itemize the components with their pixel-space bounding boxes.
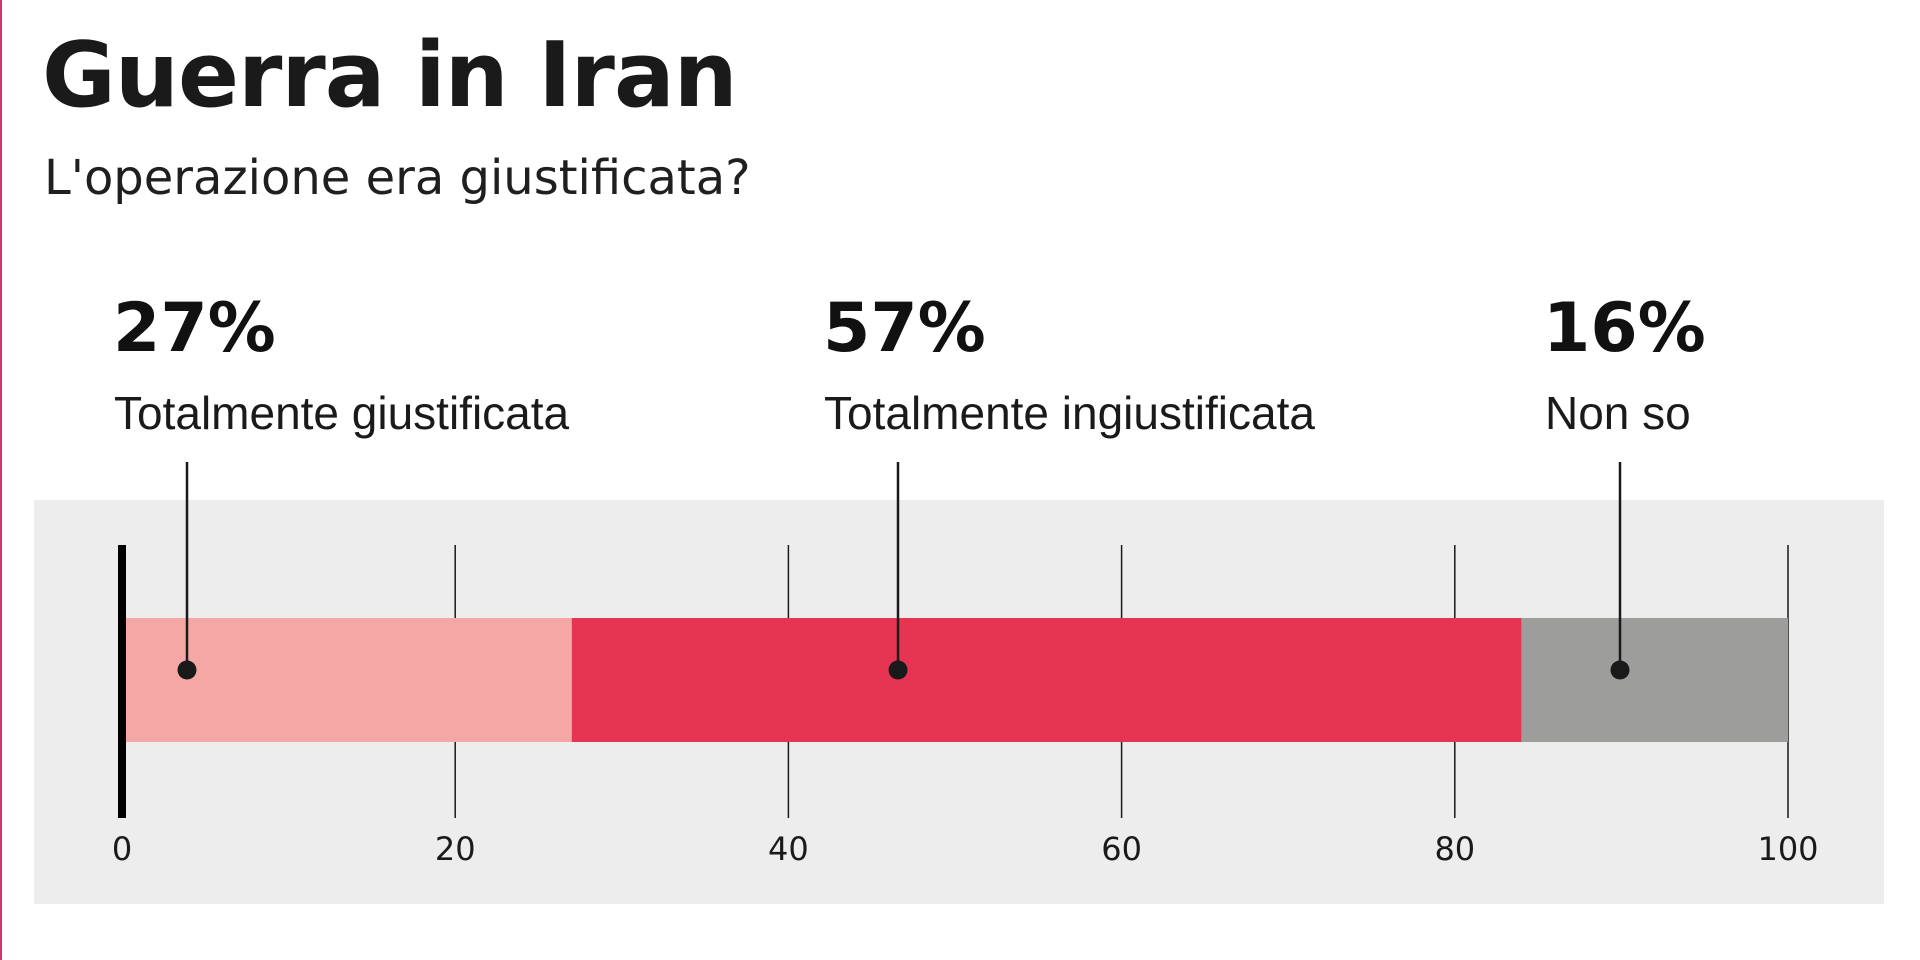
marker-dot-3	[1610, 660, 1630, 680]
bar-segment-1	[122, 618, 572, 742]
value-label-3: 16%	[1543, 289, 1706, 368]
tick-label-60: 60	[1101, 830, 1142, 868]
page-subtitle: L'operazione era giustificata?	[44, 150, 751, 206]
left-accent-edge	[0, 0, 2, 960]
tick-label-20: 20	[435, 830, 476, 868]
marker-dot-1	[177, 660, 197, 680]
tick-label-80: 80	[1434, 830, 1475, 868]
category-label-3: Non so	[1545, 387, 1691, 439]
category-label-2: Totalmente ingiustificata	[824, 387, 1315, 439]
tick-label-0: 0	[112, 830, 132, 868]
bar-segment-2	[571, 618, 1522, 742]
value-label-2: 57%	[823, 289, 986, 368]
page-title: Guerra in Iran	[42, 23, 738, 128]
tick-label-100: 100	[1757, 830, 1818, 868]
marker-dot-2	[888, 660, 908, 680]
tick-label-40: 40	[768, 830, 809, 868]
category-label-1: Totalmente giustificata	[114, 387, 570, 439]
bar-segment-3	[1521, 618, 1788, 742]
value-label-1: 27%	[113, 289, 276, 368]
